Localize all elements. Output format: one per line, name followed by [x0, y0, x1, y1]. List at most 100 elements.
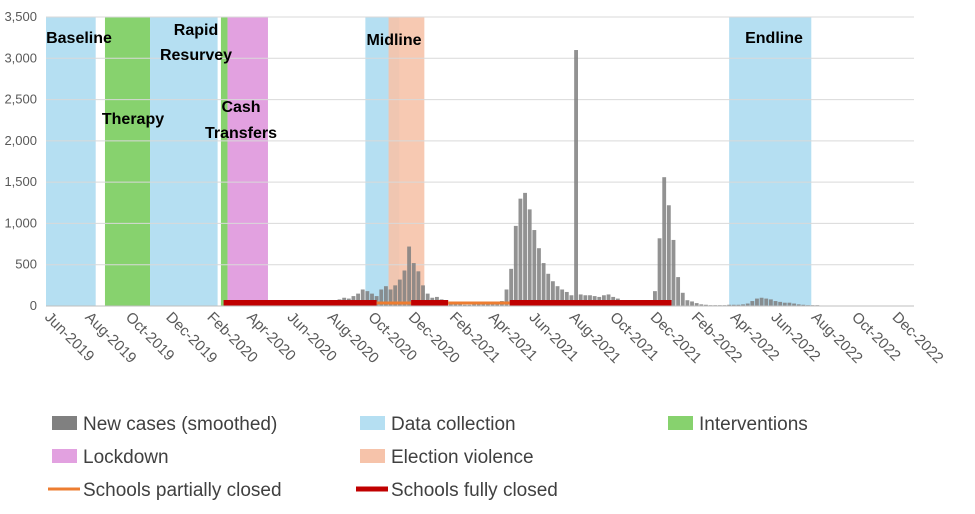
- case-bar: [782, 302, 787, 306]
- case-bar: [537, 248, 541, 306]
- y-axis: 0 500 1,000 1,500 2,000 2,500 3,000 3,500: [4, 9, 37, 313]
- case-bar: [787, 302, 792, 306]
- case-bar: [550, 281, 555, 306]
- case-bar: [453, 303, 458, 306]
- legend-label-schools-fully-closed: Schools fully closed: [391, 480, 558, 501]
- case-bar: [490, 303, 495, 306]
- case-bar: [411, 263, 416, 306]
- legend-label-schools-partially-closed: Schools partially closed: [83, 480, 282, 501]
- legend-label-data-collection: Data collection: [391, 414, 516, 435]
- annotation-cash: Cash: [221, 99, 260, 116]
- case-bar: [657, 238, 662, 306]
- case-bar: [792, 303, 796, 306]
- case-bar: [773, 301, 778, 306]
- case-bar: [476, 304, 481, 306]
- case-bar: [778, 301, 783, 306]
- case-bar: [458, 304, 463, 306]
- case-bar: [416, 271, 421, 306]
- case-bar: [745, 303, 750, 306]
- span-interventions-1: [104, 17, 151, 306]
- case-bar: [546, 273, 551, 306]
- case-bar: [462, 304, 467, 306]
- case-bar: [370, 293, 374, 306]
- case-bar: [393, 285, 398, 306]
- case-bar: [759, 297, 764, 306]
- y-tick-label: 2,000: [4, 133, 37, 148]
- annotation-endline: Endline: [745, 30, 803, 47]
- legend-swatch-new-cases-smoothed: [52, 416, 77, 430]
- legend-label-interventions: Interventions: [699, 414, 808, 435]
- span-data-collection-2: [150, 17, 218, 306]
- case-bar: [704, 304, 708, 306]
- case-bar: [421, 285, 425, 306]
- case-bar: [356, 293, 361, 306]
- y-tick-label: 1,500: [4, 174, 37, 189]
- span-data-collection-0: [46, 17, 96, 306]
- legend-swatch-election-violence: [360, 449, 385, 463]
- annotation-rapid: Rapid: [174, 22, 218, 39]
- case-bar: [685, 300, 690, 306]
- case-bar: [388, 289, 393, 306]
- case-bar: [727, 304, 732, 306]
- case-bar: [731, 304, 736, 306]
- span-lockdown-4: [227, 17, 268, 306]
- case-bar: [518, 198, 523, 306]
- event-spans: [46, 17, 812, 306]
- y-tick-label: 3,500: [4, 9, 37, 24]
- annotation-baseline: Baseline: [46, 30, 112, 47]
- case-bar: [513, 225, 518, 306]
- case-bar: [755, 298, 759, 306]
- case-bar: [671, 239, 676, 306]
- case-bar: [555, 286, 560, 306]
- gridlines: [46, 16, 914, 266]
- case-bar: [741, 304, 745, 306]
- y-tick-label: 2,500: [4, 92, 37, 107]
- span-annotations: Baseline Therapy Rapid Resurvey Cash Transfer…: [46, 22, 803, 142]
- case-bar: [407, 246, 412, 306]
- case-bar: [481, 304, 486, 306]
- case-bar: [509, 268, 514, 306]
- case-bar: [402, 270, 407, 306]
- span-election-violence-6: [388, 17, 425, 306]
- y-tick-label: 0: [30, 298, 37, 313]
- span-interventions-3: [220, 17, 228, 306]
- case-bar: [653, 291, 657, 306]
- case-bar: [764, 298, 769, 306]
- case-bar: [750, 301, 755, 306]
- legend: New cases (smoothed) Data collection Inter…: [48, 414, 808, 501]
- case-bar: [472, 304, 476, 306]
- case-bar: [383, 286, 388, 306]
- case-bar: [504, 289, 509, 306]
- annotation-resurvey: Resurvey: [160, 47, 232, 64]
- y-tick-label: 500: [15, 257, 37, 272]
- legend-swatch-interventions: [668, 416, 693, 430]
- case-bar: [360, 289, 365, 306]
- annotation-transfers: Transfers: [205, 125, 277, 142]
- y-tick-label: 1,000: [4, 215, 37, 230]
- case-bar: [374, 296, 379, 306]
- case-bar: [541, 263, 546, 306]
- y-tick-label: 3,000: [4, 50, 37, 65]
- case-bar: [796, 304, 801, 306]
- x-axis: Jun-2019Aug-2019Oct-2019Dec-2019Feb-2020…: [41, 305, 947, 367]
- case-bar: [379, 289, 384, 306]
- legend-label-new-cases-smoothed: New cases (smoothed): [83, 414, 277, 435]
- legend-label-election-violence: Election violence: [391, 447, 534, 468]
- case-bar: [532, 230, 537, 306]
- case-bar: [467, 304, 472, 306]
- case-bar: [801, 304, 806, 306]
- case-bar: [694, 303, 699, 306]
- annotation-midline: Midline: [366, 32, 421, 49]
- case-bar: [676, 277, 681, 306]
- legend-label-lockdown: Lockdown: [83, 447, 169, 468]
- case-bar: [527, 209, 532, 306]
- legend-swatch-data-collection: [360, 416, 385, 430]
- case-bar: [425, 293, 430, 306]
- case-bar: [564, 291, 569, 306]
- case-bar: [768, 299, 773, 306]
- case-bar: [736, 304, 741, 306]
- case-bar: [690, 301, 694, 306]
- case-bar: [666, 205, 671, 306]
- case-bar: [486, 303, 490, 306]
